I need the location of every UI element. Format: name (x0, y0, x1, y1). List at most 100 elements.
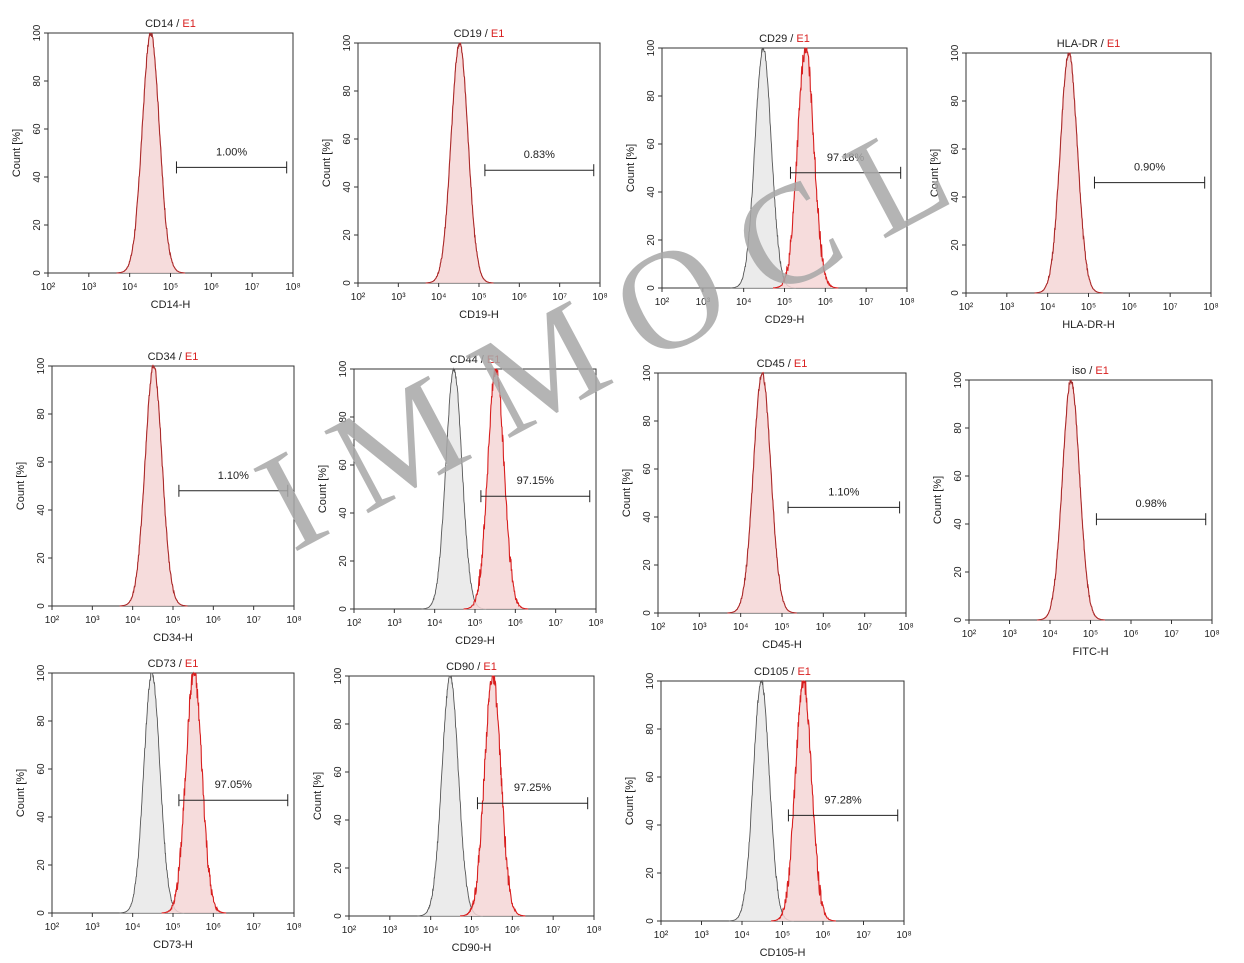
isotype-histogram-fill (119, 673, 185, 913)
y-tick-label: 20 (36, 552, 47, 564)
plot-frame (968, 379, 1213, 621)
y-tick-label: 20 (953, 566, 964, 578)
chart-title-marker: CD45 / (757, 358, 794, 370)
y-tick-label: 20 (342, 229, 353, 241)
sample-histogram-line (773, 47, 839, 289)
x-tick-label: 10⁴ (431, 292, 446, 303)
x-tick-label: 10⁵ (774, 622, 789, 633)
x-tick-label: 10⁵ (1083, 629, 1098, 640)
sample-histogram-fill (771, 681, 836, 921)
y-tick-label: 100 (953, 371, 964, 388)
histogram-cd34: CD34 / E1 0 20 40 60 80 100 10² 10³ 10⁴ 10⁵ 10⁶ 10⁷ 1… (15, 351, 302, 644)
sample-histogram-fill (1034, 53, 1104, 293)
y-tick-label: 80 (333, 718, 344, 730)
plot-frame (357, 42, 601, 284)
y-tick-label: 100 (950, 44, 961, 61)
x-tick-label: 10⁷ (245, 282, 260, 293)
chart-title-tag: E1 (491, 28, 504, 40)
x-tick-label: 10⁶ (815, 930, 830, 941)
x-tick-label: 10³ (85, 615, 100, 626)
y-tick-label: 60 (953, 470, 964, 482)
y-tick-label: 60 (642, 463, 653, 475)
chart-title-tag: E1 (185, 658, 198, 670)
y-tick-label: 20 (642, 559, 653, 571)
x-tick-label: 10³ (692, 622, 707, 633)
plot-frame (51, 672, 295, 914)
plot-frame (660, 680, 905, 922)
chart-title-tag: E1 (483, 661, 496, 673)
y-tick-label: 80 (32, 75, 43, 87)
x-tick-label: 10⁴ (1042, 629, 1057, 640)
y-tick-label: 80 (646, 90, 657, 102)
chart-title-marker: iso / (1072, 365, 1095, 377)
chart-title: iso / E1 (1072, 365, 1109, 377)
y-tick-label: 0 (950, 290, 961, 296)
x-tick-label: 10³ (1002, 629, 1017, 640)
x-tick-label: 10³ (387, 618, 402, 629)
x-tick-label: 10⁸ (286, 615, 301, 626)
sample-histogram-edge (1034, 52, 1104, 294)
chart-title-tag: E1 (797, 666, 810, 678)
y-tick-label: 20 (333, 862, 344, 874)
y-tick-label: 60 (36, 456, 47, 468)
chart-title-tag: E1 (185, 351, 198, 363)
sample-histogram-fill (463, 369, 529, 609)
y-tick-label: 0 (36, 603, 47, 609)
x-tick-label: 10⁷ (856, 930, 871, 941)
y-axis-label: Count [%] (317, 465, 329, 513)
x-tick-label: 10² (351, 292, 366, 303)
x-tick-label: 10³ (391, 292, 406, 303)
x-tick-label: 10⁸ (1204, 629, 1219, 640)
isotype-histogram-fill (728, 681, 794, 921)
y-axis-label: Count [%] (312, 772, 324, 820)
x-tick-label: 10³ (1000, 302, 1015, 313)
y-tick-label: 0 (338, 606, 349, 612)
x-tick-label: 10⁶ (512, 292, 527, 303)
x-tick-label: 10⁷ (548, 618, 563, 629)
gate-percentage-label: 0.90% (1134, 162, 1165, 174)
y-tick-label: 100 (342, 34, 353, 51)
y-tick-label: 100 (32, 24, 43, 41)
x-tick-label: 10⁷ (1164, 629, 1179, 640)
x-axis-label: CD29-H (765, 314, 805, 326)
sample-histogram-fill (161, 673, 227, 913)
y-tick-label: 40 (646, 186, 657, 198)
chart-title: CD14 / E1 (145, 18, 196, 30)
sample-histogram-line (161, 671, 227, 914)
y-tick-label: 60 (342, 133, 353, 145)
x-tick-label: 10⁶ (505, 925, 520, 936)
x-tick-label: 10⁸ (285, 282, 300, 293)
y-tick-label: 40 (32, 171, 43, 183)
plot-frame (657, 372, 907, 614)
chart-title-tag: E1 (487, 354, 500, 366)
sample-histogram-line (771, 680, 836, 922)
x-tick-label: 10⁴ (427, 618, 442, 629)
x-tick-label: 10³ (694, 930, 709, 941)
histogram-cd29: CD29 / E1 0 20 40 60 80 100 10² 10³ 10⁴ 10⁵ 10⁶ 10⁷ 1… (625, 33, 915, 326)
gate-percentage-label: 0.83% (524, 149, 555, 161)
y-axis-label: Count [%] (621, 469, 633, 517)
histogram-hla-dr: HLA-DR / E1 0 20 40 60 80 100 10² 10³ 10⁴ 10⁵ 10⁶ 10… (929, 38, 1219, 331)
chart-title-marker: CD34 / (148, 351, 185, 363)
y-axis-label: Count [%] (15, 769, 27, 817)
gate-percentage-label: 97.05% (215, 779, 253, 791)
chart-title-marker: CD90 / (446, 661, 483, 673)
x-tick-label: 10⁵ (165, 615, 180, 626)
x-tick-label: 10⁶ (206, 922, 221, 933)
y-tick-label: 80 (342, 85, 353, 97)
chart-title-marker: CD73 / (148, 658, 185, 670)
x-tick-label: 10³ (383, 925, 398, 936)
chart-title-tag: E1 (1095, 365, 1108, 377)
y-tick-label: 20 (36, 859, 47, 871)
y-tick-label: 40 (645, 819, 656, 831)
chart-title: CD29 / E1 (759, 33, 810, 45)
chart-title: CD44 / E1 (450, 354, 501, 366)
x-axis-label: CD29-H (455, 635, 495, 647)
sample-histogram-edge (425, 42, 494, 284)
x-tick-label: 10⁵ (775, 930, 790, 941)
x-axis-label: CD105-H (760, 947, 806, 959)
y-tick-label: 80 (645, 723, 656, 735)
x-tick-label: 10² (655, 297, 670, 308)
x-tick-label: 10⁶ (818, 297, 833, 308)
gate-percentage-label: 1.00% (216, 146, 247, 158)
